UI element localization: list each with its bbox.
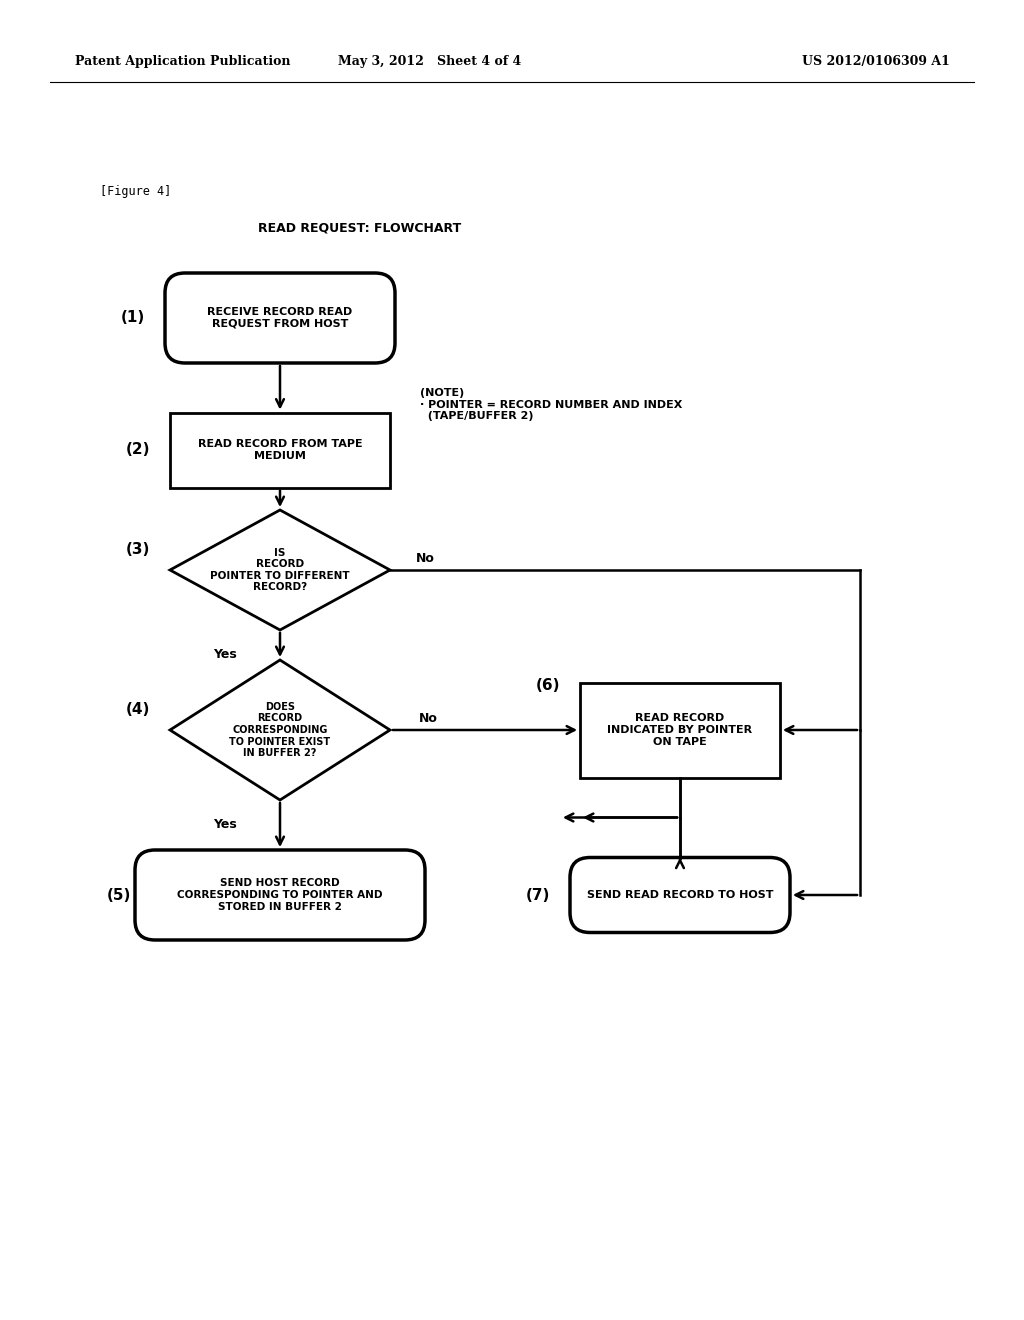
Text: SEND HOST RECORD
CORRESPONDING TO POINTER AND
STORED IN BUFFER 2: SEND HOST RECORD CORRESPONDING TO POINTE… bbox=[177, 878, 383, 912]
Text: (1): (1) bbox=[121, 310, 145, 326]
Text: READ RECORD
INDICATED BY POINTER
ON TAPE: READ RECORD INDICATED BY POINTER ON TAPE bbox=[607, 713, 753, 747]
Text: (3): (3) bbox=[126, 543, 151, 557]
Text: Yes: Yes bbox=[213, 648, 237, 661]
Polygon shape bbox=[170, 660, 390, 800]
Text: May 3, 2012   Sheet 4 of 4: May 3, 2012 Sheet 4 of 4 bbox=[338, 55, 521, 69]
Text: (7): (7) bbox=[525, 887, 550, 903]
Text: (5): (5) bbox=[106, 887, 131, 903]
Text: READ REQUEST: FLOWCHART: READ REQUEST: FLOWCHART bbox=[258, 222, 462, 235]
FancyBboxPatch shape bbox=[570, 858, 790, 932]
FancyBboxPatch shape bbox=[165, 273, 395, 363]
Text: IS
RECORD
POINTER TO DIFFERENT
RECORD?: IS RECORD POINTER TO DIFFERENT RECORD? bbox=[210, 548, 350, 593]
Text: US 2012/0106309 A1: US 2012/0106309 A1 bbox=[802, 55, 950, 69]
Text: RECEIVE RECORD READ
REQUEST FROM HOST: RECEIVE RECORD READ REQUEST FROM HOST bbox=[208, 308, 352, 329]
Text: Yes: Yes bbox=[213, 818, 237, 832]
Text: (NOTE)
· POINTER = RECORD NUMBER AND INDEX
  (TAPE/BUFFER 2): (NOTE) · POINTER = RECORD NUMBER AND IND… bbox=[420, 388, 682, 421]
Text: DOES
RECORD
CORRESPONDING
TO POINTER EXIST
IN BUFFER 2?: DOES RECORD CORRESPONDING TO POINTER EXI… bbox=[229, 702, 331, 758]
Bar bbox=[580, 682, 780, 777]
Text: SEND READ RECORD TO HOST: SEND READ RECORD TO HOST bbox=[587, 890, 773, 900]
Polygon shape bbox=[170, 510, 390, 630]
Text: No: No bbox=[416, 552, 434, 565]
Text: (6): (6) bbox=[536, 677, 560, 693]
Text: [Figure 4]: [Figure 4] bbox=[100, 186, 171, 198]
Text: (2): (2) bbox=[126, 442, 151, 458]
Text: No: No bbox=[419, 711, 437, 725]
Text: (4): (4) bbox=[126, 702, 151, 718]
FancyBboxPatch shape bbox=[135, 850, 425, 940]
Text: Patent Application Publication: Patent Application Publication bbox=[75, 55, 291, 69]
Text: READ RECORD FROM TAPE
MEDIUM: READ RECORD FROM TAPE MEDIUM bbox=[198, 440, 362, 461]
Bar bbox=[170, 412, 390, 487]
